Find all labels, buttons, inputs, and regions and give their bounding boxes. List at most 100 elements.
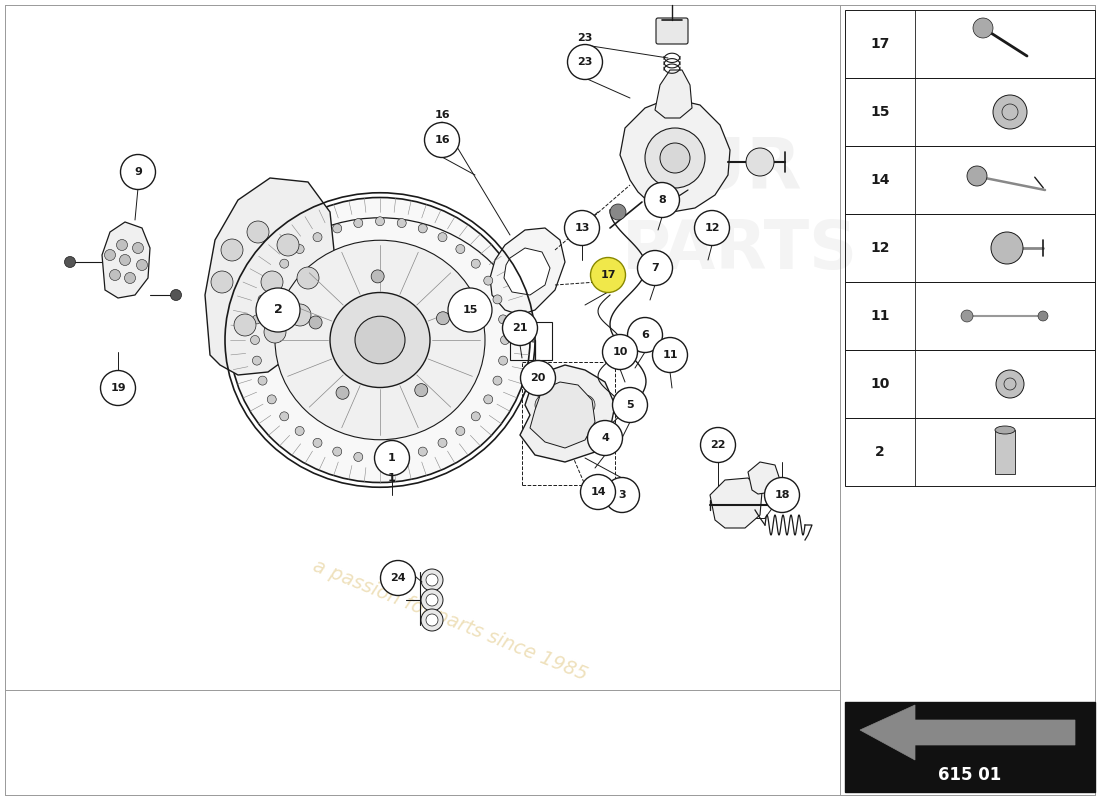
Circle shape (967, 166, 987, 186)
Circle shape (556, 385, 575, 405)
Text: 615 01: 615 01 (938, 766, 1002, 784)
Circle shape (471, 412, 481, 421)
Circle shape (397, 218, 406, 227)
Circle shape (493, 376, 502, 385)
Text: 2: 2 (274, 303, 283, 317)
Bar (845, 10, 1094, 78)
Circle shape (591, 258, 626, 293)
Circle shape (332, 224, 342, 233)
Bar (845, 78, 1094, 146)
Text: 11: 11 (662, 350, 678, 360)
Bar (845, 702, 1094, 792)
Circle shape (234, 314, 256, 336)
Polygon shape (860, 705, 1075, 760)
Circle shape (132, 242, 143, 254)
Circle shape (314, 233, 322, 242)
Text: 10: 10 (870, 377, 890, 391)
Polygon shape (102, 222, 150, 298)
Circle shape (336, 386, 349, 399)
Polygon shape (490, 228, 565, 315)
Circle shape (645, 128, 705, 188)
Text: 21: 21 (513, 323, 528, 333)
Circle shape (484, 276, 493, 285)
Polygon shape (748, 462, 780, 494)
Circle shape (117, 239, 128, 250)
Text: 4: 4 (601, 433, 609, 443)
Circle shape (764, 478, 800, 513)
Text: 1: 1 (388, 473, 396, 483)
Circle shape (613, 387, 648, 422)
Circle shape (170, 290, 182, 301)
Circle shape (124, 273, 135, 283)
Text: 20: 20 (530, 373, 546, 383)
Circle shape (660, 143, 690, 173)
Bar (845, 418, 1094, 486)
Text: 6: 6 (641, 330, 649, 340)
Circle shape (539, 366, 551, 378)
Circle shape (289, 304, 311, 326)
Circle shape (645, 182, 680, 218)
Circle shape (375, 217, 385, 226)
Circle shape (455, 426, 465, 435)
Circle shape (100, 370, 135, 406)
Circle shape (295, 426, 305, 435)
Text: 14: 14 (591, 487, 606, 497)
Text: 10: 10 (613, 347, 628, 357)
Text: 19: 19 (110, 383, 125, 393)
Circle shape (638, 250, 672, 286)
Circle shape (603, 334, 638, 370)
Text: 13: 13 (574, 223, 590, 233)
Ellipse shape (355, 316, 405, 364)
Circle shape (267, 276, 276, 285)
Text: 12: 12 (870, 241, 890, 255)
Text: 7: 7 (651, 263, 659, 273)
Circle shape (415, 384, 428, 397)
Circle shape (426, 614, 438, 626)
Circle shape (498, 315, 507, 324)
Circle shape (256, 288, 300, 332)
Circle shape (251, 335, 260, 345)
Text: 17: 17 (870, 37, 890, 51)
Circle shape (421, 609, 443, 631)
Circle shape (581, 474, 616, 510)
Circle shape (425, 122, 460, 158)
Circle shape (65, 257, 76, 267)
Circle shape (500, 335, 509, 345)
Circle shape (332, 447, 342, 456)
Ellipse shape (996, 426, 1015, 434)
Circle shape (575, 395, 595, 415)
Circle shape (627, 318, 662, 353)
Circle shape (746, 148, 774, 176)
Text: 15: 15 (870, 105, 890, 119)
Bar (845, 282, 1094, 350)
Circle shape (996, 370, 1024, 398)
Bar (845, 350, 1094, 418)
Circle shape (991, 232, 1023, 264)
Circle shape (587, 421, 623, 455)
Circle shape (110, 270, 121, 281)
Circle shape (314, 438, 322, 447)
Circle shape (540, 420, 560, 440)
Bar (845, 214, 1094, 282)
Polygon shape (520, 365, 615, 462)
Circle shape (570, 420, 590, 440)
Circle shape (136, 259, 147, 270)
Circle shape (961, 310, 974, 322)
Circle shape (297, 267, 319, 289)
Circle shape (252, 356, 262, 365)
Circle shape (572, 220, 588, 236)
Circle shape (654, 200, 669, 214)
Circle shape (438, 233, 447, 242)
Text: 9: 9 (134, 167, 142, 177)
Circle shape (438, 438, 447, 447)
Circle shape (354, 218, 363, 227)
Circle shape (1038, 311, 1048, 321)
Circle shape (221, 239, 243, 261)
Text: 23: 23 (578, 33, 593, 43)
Text: 24: 24 (390, 573, 406, 583)
Circle shape (498, 356, 507, 365)
Circle shape (484, 395, 493, 404)
Circle shape (375, 454, 385, 463)
Text: a passion for parts since 1985: a passion for parts since 1985 (310, 556, 590, 684)
Circle shape (258, 376, 267, 385)
